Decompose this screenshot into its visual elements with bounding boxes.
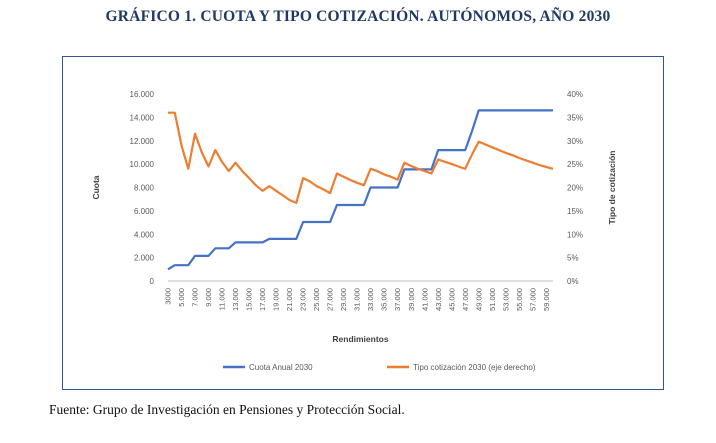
chart-svg: 0 2.000 4.000 6.000 8.000 10.000 12.000 14.000 1…	[91, 90, 617, 372]
chart-frame: 0 2.000 4.000 6.000 8.000 10.000 12.000 14.000 1…	[62, 56, 664, 390]
left-tick-label: 4.000	[134, 230, 155, 239]
legend: Cuota Anual 2030 Tipo cotización 2030 (ej…	[223, 363, 536, 372]
left-tick-label: 8.000	[134, 184, 155, 193]
series-line-tipo	[168, 111, 554, 204]
right-tick-label: 25%	[567, 160, 583, 169]
x-tick-label: 55.000	[515, 288, 524, 311]
x-tick-label: 17.000	[258, 288, 267, 311]
series-layer	[167, 109, 554, 271]
left-tick-label: 12.000	[130, 137, 155, 146]
x-tick-label: 5.000	[177, 288, 186, 307]
x-tick-label: 3000	[164, 288, 173, 305]
x-tick-label: 51.000	[488, 288, 497, 311]
right-tick-label: 40%	[567, 90, 583, 99]
x-tick-label: 37.000	[393, 288, 402, 311]
left-tick-label: 10.000	[130, 160, 155, 169]
left-tick-label: 6.000	[134, 207, 155, 216]
right-tick-label: 30%	[567, 137, 583, 146]
x-tick-label: 31.000	[353, 288, 362, 311]
x-tick-label: 25.000	[312, 288, 321, 311]
y2-axis-label: Tipo de cotización	[607, 151, 617, 225]
x-tick-label: 15.000	[245, 288, 254, 311]
chart-title: GRÁFICO 1. CUOTA Y TIPO COTIZACIÓN. AUTÓ…	[105, 8, 611, 25]
x-tick-label: 7.000	[191, 288, 200, 307]
legend-label: Cuota Anual 2030	[249, 363, 313, 372]
x-tick-label: 19.000	[272, 288, 281, 311]
right-tick-label: 5%	[567, 254, 579, 263]
x-tick-label: 41.000	[420, 288, 429, 311]
left-tick-label: 14.000	[130, 113, 155, 122]
x-tick-label: 47.000	[461, 288, 470, 311]
y-axis-label: Cuota	[91, 175, 101, 199]
x-tick-label: 23.000	[299, 288, 308, 311]
x-tick-label: 21.000	[285, 288, 294, 311]
left-tick-label: 0	[150, 277, 155, 286]
x-tick-label: 57.000	[528, 288, 537, 311]
x-axis-ticks: 3000 5.000 7.000 9.000 11.000 13.000 15.000 17.…	[164, 288, 551, 311]
legend-label: Tipo cotización 2030 (eje derecho)	[413, 363, 536, 372]
x-tick-label: 39.000	[407, 288, 416, 311]
x-tick-label: 49.000	[474, 288, 483, 311]
right-tick-label: 20%	[567, 184, 583, 193]
x-tick-label: 11.000	[218, 288, 227, 310]
left-tick-label: 2.000	[134, 254, 155, 263]
x-tick-label: 53.000	[501, 288, 510, 311]
x-tick-label: 27.000	[326, 288, 335, 311]
x-tick-label: 29.000	[339, 288, 348, 311]
x-tick-label: 35.000	[380, 288, 389, 311]
x-tick-label: 59.000	[542, 288, 551, 311]
left-axis-ticks: 0 2.000 4.000 6.000 8.000 10.000 12.000 14.000 1…	[130, 90, 155, 286]
right-tick-label: 10%	[567, 230, 583, 239]
right-axis-ticks: 0% 5% 10% 15% 20% 25% 30% 35% 40%	[567, 90, 583, 286]
x-tick-label: 13.000	[231, 288, 240, 311]
source-note: Fuente: Grupo de Investigación en Pensio…	[49, 402, 405, 417]
right-tick-label: 15%	[567, 207, 583, 216]
left-tick-label: 16.000	[130, 90, 155, 99]
x-axis-label: Rendimientos	[332, 334, 388, 344]
x-tick-label: 43.000	[434, 288, 443, 311]
x-tick-label: 45.000	[447, 288, 456, 311]
series-line-cuota	[167, 109, 553, 271]
x-tick-label: 33.000	[366, 288, 375, 311]
x-tick-label: 9.000	[204, 288, 213, 307]
right-tick-label: 0%	[567, 277, 579, 286]
right-tick-label: 35%	[567, 113, 583, 122]
